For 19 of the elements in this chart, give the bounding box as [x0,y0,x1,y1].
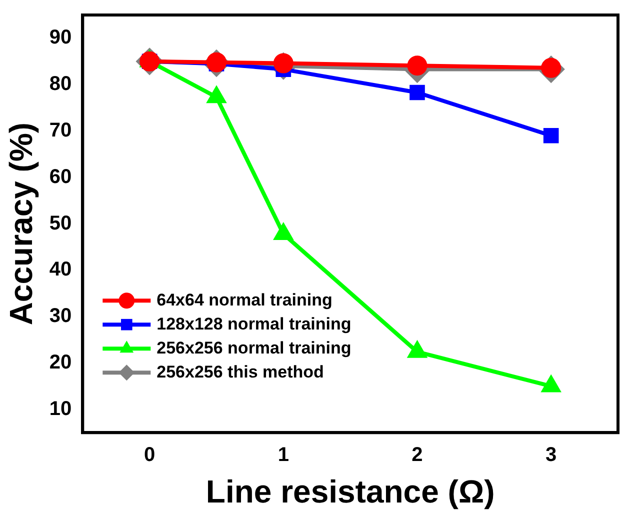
y-tick-label: 20 [49,352,72,374]
x-tick-label: 0 [144,444,156,466]
legend-label: 64x64 normal training [156,290,332,310]
y-tick-label: 60 [49,166,72,188]
y-tick-label: 40 [49,258,72,281]
x-axis-title: Line resistance (Ω) [206,474,495,510]
y-axis-title: Accuracy (%) [3,122,40,326]
y-tick-label: 80 [49,73,72,96]
legend-label: 256x256 this method [156,362,324,382]
y-tick-label: 70 [49,120,72,142]
legend-label: 256x256 normal training [156,338,352,358]
x-tick-label: 1 [278,444,289,466]
y-tick-label: 10 [49,398,72,420]
y-tick-label: 50 [49,212,72,234]
x-tick-label: 3 [546,444,557,466]
x-tick-label: 2 [412,444,423,466]
y-tick-label: 90 [49,26,72,49]
y-tick-label: 30 [49,305,72,328]
legend-label: 128x128 normal training [156,314,352,334]
